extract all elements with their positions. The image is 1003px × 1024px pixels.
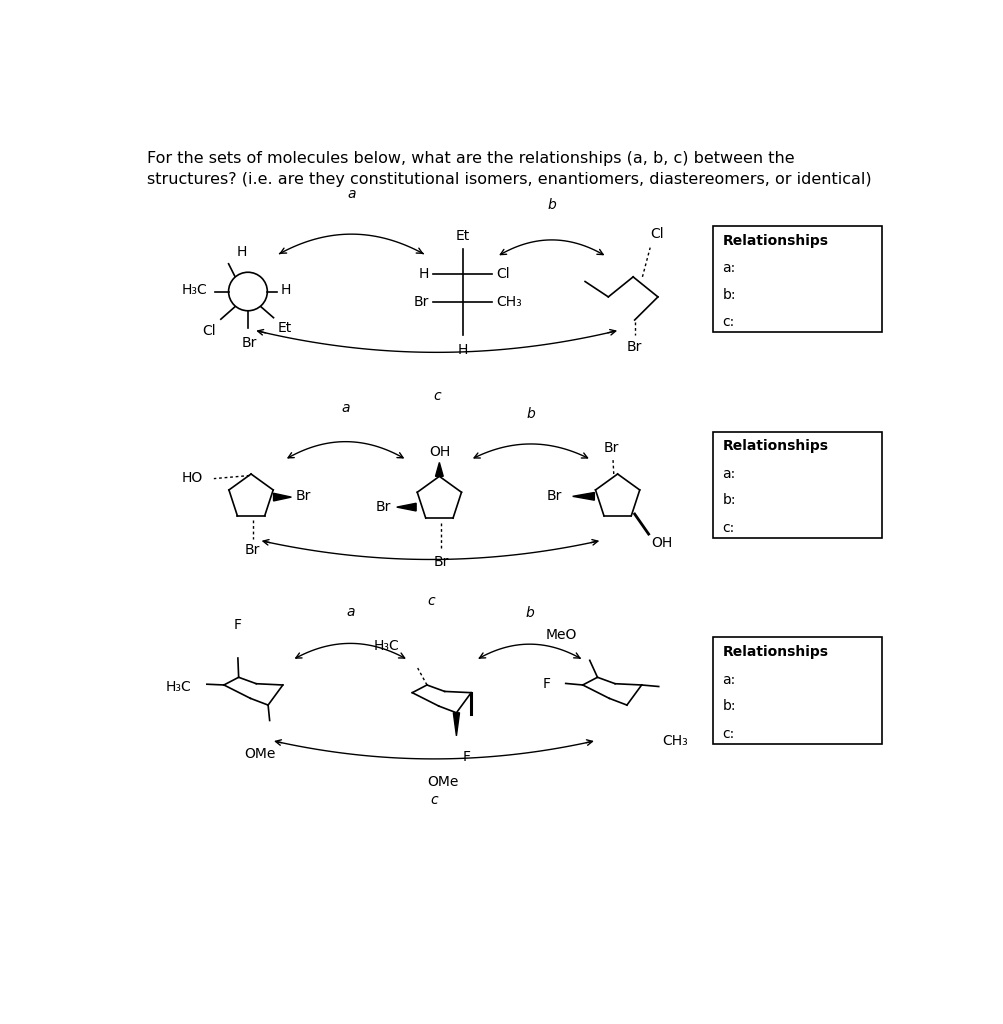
Text: For the sets of molecules below, what are the relationships (a, b, c) between th: For the sets of molecules below, what ar…: [147, 151, 794, 166]
Text: OH: OH: [428, 445, 449, 460]
Text: H₃C: H₃C: [182, 283, 208, 297]
Text: Et: Et: [455, 229, 469, 243]
Polygon shape: [396, 503, 415, 511]
FancyBboxPatch shape: [712, 432, 881, 538]
Text: Relationships: Relationships: [721, 233, 827, 248]
Text: Relationships: Relationships: [721, 645, 827, 658]
FancyBboxPatch shape: [712, 637, 881, 743]
Text: Cl: Cl: [650, 227, 663, 242]
Text: Br: Br: [242, 336, 257, 350]
Text: MeO: MeO: [546, 628, 577, 642]
Text: b:: b:: [721, 698, 735, 713]
Text: Br: Br: [296, 488, 311, 503]
Text: H: H: [237, 245, 247, 259]
Text: Cl: Cl: [202, 324, 216, 338]
Text: H: H: [457, 343, 467, 357]
Polygon shape: [572, 493, 594, 500]
Text: F: F: [462, 750, 470, 764]
Text: OMe: OMe: [427, 775, 458, 790]
Text: Br: Br: [245, 544, 260, 557]
Text: H: H: [280, 283, 291, 297]
Text: CH₃: CH₃: [496, 295, 522, 308]
Text: Br: Br: [626, 340, 642, 354]
Text: H₃C: H₃C: [373, 639, 398, 653]
Text: OMe: OMe: [244, 748, 275, 762]
Text: c:: c:: [721, 315, 734, 330]
Text: c:: c:: [721, 727, 734, 740]
Text: a:: a:: [721, 261, 735, 275]
Text: H₃C: H₃C: [165, 680, 192, 693]
Text: Relationships: Relationships: [721, 439, 827, 454]
Text: Br: Br: [433, 555, 448, 569]
Polygon shape: [453, 713, 459, 736]
Text: Br: Br: [413, 295, 428, 308]
Text: Br: Br: [603, 440, 619, 455]
Text: a:: a:: [721, 467, 735, 481]
Text: c: c: [429, 793, 437, 807]
Text: a:: a:: [721, 673, 735, 687]
Text: CH₃: CH₃: [662, 734, 688, 749]
Text: b: b: [526, 407, 535, 421]
Text: a: a: [346, 605, 354, 618]
Text: F: F: [542, 677, 550, 691]
Text: Br: Br: [546, 488, 562, 503]
Text: Cl: Cl: [496, 267, 510, 281]
Text: c:: c:: [721, 521, 734, 535]
Text: b: b: [547, 199, 556, 212]
Text: b: b: [526, 606, 534, 621]
Text: H: H: [417, 267, 428, 281]
Text: a: a: [347, 187, 356, 202]
Text: structures? (i.e. are they constitutional isomers, enantiomers, diastereomers, o: structures? (i.e. are they constitutiona…: [147, 172, 871, 187]
Polygon shape: [435, 463, 442, 476]
Text: c: c: [426, 594, 434, 608]
Text: Et: Et: [277, 321, 291, 335]
Text: c: c: [433, 389, 440, 403]
Polygon shape: [273, 494, 291, 501]
Text: OH: OH: [651, 536, 672, 550]
FancyBboxPatch shape: [712, 226, 881, 333]
Text: a: a: [341, 401, 349, 416]
Text: F: F: [234, 617, 242, 632]
Text: HO: HO: [182, 471, 203, 484]
Text: b:: b:: [721, 494, 735, 507]
Text: b:: b:: [721, 288, 735, 302]
Text: Br: Br: [375, 500, 391, 514]
